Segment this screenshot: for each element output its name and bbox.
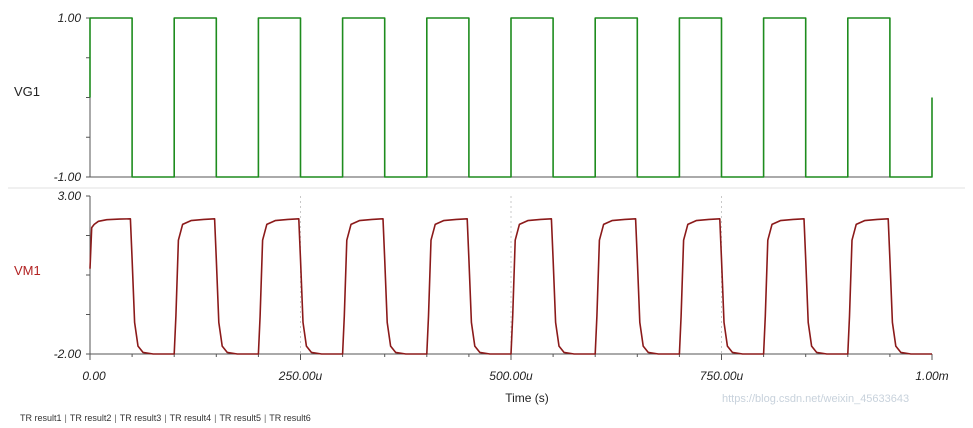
tab-tr-result-1[interactable]: TR result1 — [20, 413, 62, 423]
series-line-vm1 — [89, 218, 932, 355]
x-tick-label-1: 250.00u — [278, 369, 323, 383]
tab-tr-result-6[interactable]: TR result6 — [269, 413, 311, 423]
y-tick-label-vm1-min: -2.00 — [54, 347, 82, 361]
tab-separator: | — [214, 413, 217, 423]
x-tick-label-4: 1.00m — [915, 369, 948, 383]
tab-separator: | — [164, 413, 167, 423]
y-tick-label-vg1-min: -1.00 — [54, 170, 82, 184]
x-tick-label-3: 750.00u — [700, 369, 744, 383]
tab-tr-result-2[interactable]: TR result2 — [69, 413, 112, 423]
watermark-text: https://blog.csdn.net/weixin_45633643 — [722, 393, 910, 405]
tab-separator: | — [263, 413, 267, 423]
result-tab-strip: TR result1 | TR result2 | TR result3 | TR resu… — [0, 410, 973, 428]
tab-tr-result-4[interactable]: TR result4 — [169, 413, 212, 423]
signal-label-vm1: VM1 — [14, 263, 41, 278]
signal-label-vg1: VG1 — [14, 84, 40, 99]
y-tick-label-vm1-max: 3.00 — [58, 189, 82, 203]
series-line-vg1 — [89, 17, 933, 178]
tab-separator: | — [64, 413, 67, 423]
tab-separator: | — [114, 413, 117, 423]
x-axis-label: Time (s) — [505, 391, 549, 405]
result-tabs: TR result1 | TR result2 | TR result3 | TR resu… — [18, 413, 313, 423]
x-tick-label-0: 0.00 — [82, 369, 106, 383]
gridlines — [8, 187, 965, 354]
y-tick-label-vg1-max: 1.00 — [58, 11, 82, 25]
x-tick-label-2: 500.00u — [489, 369, 533, 383]
tab-tr-result-5[interactable]: TR result5 — [219, 413, 261, 423]
series — [89, 17, 933, 355]
labels: 1.00 -1.00 VG1 3.00 -2.00 VM1 0.00 250.00u 500.0… — [14, 11, 949, 405]
tab-tr-result-3[interactable]: TR result3 — [119, 413, 162, 423]
